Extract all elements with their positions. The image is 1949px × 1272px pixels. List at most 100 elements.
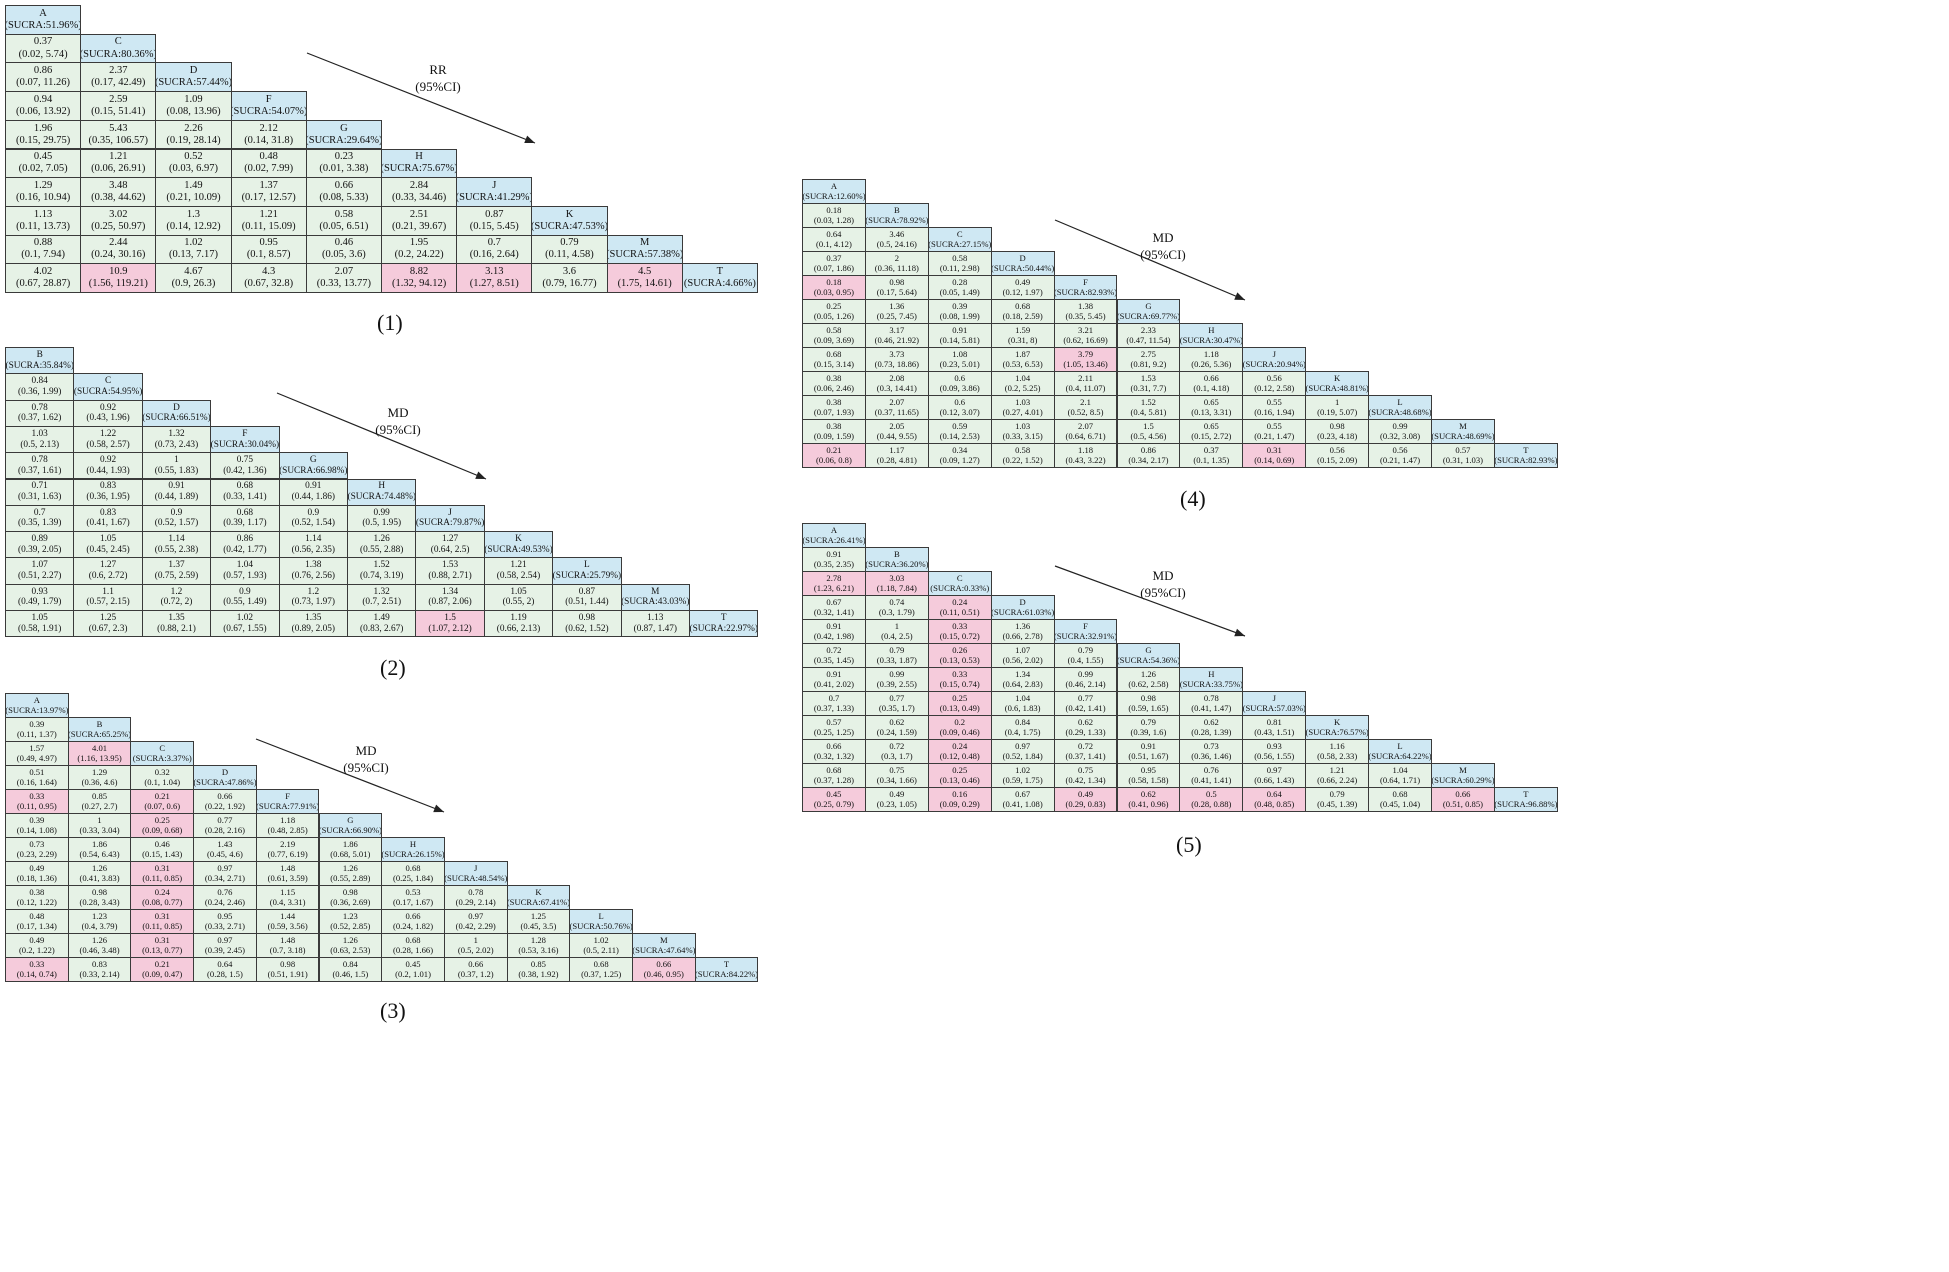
effect-estimate: 0.73 — [29, 838, 45, 849]
effect-estimate: 0.86 — [33, 65, 53, 77]
confidence-interval: (0.49, 4.97) — [16, 752, 57, 763]
confidence-interval: (0.16, 1.64) — [16, 776, 57, 787]
comparison-cell: 0.71 (0.31, 1.63) — [5, 478, 75, 506]
confidence-interval: (0.23, 1.05) — [876, 798, 917, 809]
effect-estimate: 0.55 — [1266, 420, 1282, 431]
effect-estimate: 3.03 — [889, 572, 905, 583]
comparison-cell: 0.68 (0.37, 1.25) — [569, 957, 633, 982]
confidence-interval: (0.18, 2.59) — [1002, 310, 1043, 321]
effect-estimate: 0.99 — [889, 668, 905, 679]
comparison-cell: 1.21 (0.66, 2.24) — [1305, 763, 1370, 788]
confidence-interval: (0.55, 1.83) — [154, 465, 199, 476]
confidence-interval: (0.39, 1.6) — [1130, 726, 1167, 737]
effect-estimate: 0.25 — [952, 764, 968, 775]
effect-estimate: 0.99 — [1078, 668, 1094, 679]
treatment-label: C — [956, 228, 963, 239]
significant-cell: 0.31 (0.14, 0.69) — [1242, 443, 1307, 468]
confidence-interval: (0.38, 44.62) — [91, 192, 146, 204]
treatment-label: M — [660, 934, 668, 945]
confidence-interval: (0.56, 2.02) — [1002, 654, 1043, 665]
comparison-cell: 1.53 (0.31, 7.7) — [1116, 371, 1181, 396]
effect-estimate: 0.91 — [826, 620, 842, 631]
confidence-interval: (0.79, 16.77) — [542, 278, 597, 290]
confidence-interval: (1.75, 14.61) — [617, 278, 672, 290]
sucra-value: (SUCRA:29.64%) — [305, 134, 382, 146]
confidence-interval: (0.66, 2.24) — [1317, 774, 1358, 785]
effect-estimate: 0.56 — [1266, 372, 1282, 383]
treatment-label: M — [640, 237, 650, 249]
effect-estimate: 0.83 — [99, 481, 117, 492]
effect-estimate: 10.9 — [109, 266, 128, 278]
effect-estimate: 0.66 — [217, 790, 233, 801]
confidence-interval: (0.28, 1.39) — [1191, 726, 1232, 737]
effect-estimate: 0.68 — [405, 862, 421, 873]
effect-estimate: 1.03 — [31, 428, 48, 439]
comparison-cell: 1.86 (0.54, 6.43) — [67, 837, 132, 862]
effect-estimate: 0.72 — [1078, 740, 1094, 751]
sucra-value: (SUCRA:69.77%) — [1116, 310, 1181, 321]
comparison-cell: 0.72 (0.35, 1.45) — [802, 643, 866, 668]
effect-estimate: 0.38 — [29, 886, 45, 897]
sucra-value: (SUCRA:3.37%) — [132, 752, 192, 763]
panel-caption: (5) — [1176, 832, 1202, 857]
confidence-interval: (0.15, 0.74) — [939, 678, 980, 689]
comparison-cell: 2.07 (0.37, 11.65) — [864, 395, 929, 420]
comparison-cell: 0.97 (0.52, 1.84) — [990, 739, 1055, 764]
effect-estimate: 1.02 — [1015, 764, 1031, 775]
effect-estimate: 0.65 — [1203, 396, 1219, 407]
effect-estimate: 0.68 — [236, 507, 254, 518]
comparison-cell: 3.48 (0.38, 44.62) — [80, 177, 157, 207]
comparison-cell: 0.49 (0.23, 1.05) — [864, 787, 929, 812]
confidence-interval: (0.31, 1.63) — [18, 492, 62, 503]
treatment-cell: K (SUCRA:47.53%) — [531, 205, 608, 236]
effect-estimate: 0.94 — [33, 93, 53, 105]
effect-estimate: 0.21 — [154, 790, 170, 801]
confidence-interval: (0.41, 1.47) — [1191, 702, 1232, 713]
effect-estimate: 0.26 — [952, 644, 968, 655]
comparison-cell: 1.26 (0.55, 2.89) — [318, 861, 383, 886]
significant-cell: 0.66 (0.51, 0.85) — [1431, 787, 1495, 812]
confidence-interval: (0.58, 2.33) — [1317, 750, 1358, 761]
confidence-interval: (0.14, 31.8) — [244, 134, 294, 146]
effect-estimate: 1.22 — [99, 428, 117, 439]
comparison-cell: 1.17 (0.28, 4.81) — [864, 443, 929, 468]
comparison-cell: 1.27 (0.64, 2.5) — [415, 531, 485, 559]
comparison-cell: 1.3 (0.14, 12.92) — [155, 205, 232, 236]
comparison-cell: 0.66 (0.08, 5.33) — [305, 177, 382, 207]
confidence-interval: (0.73, 18.86) — [874, 358, 920, 369]
effect-estimate: 1.18 — [280, 814, 296, 825]
effect-estimate: 1.28 — [530, 934, 546, 945]
comparison-cell: 0.28 (0.05, 1.49) — [927, 275, 992, 300]
sucra-value: (SUCRA:75.67%) — [381, 163, 458, 175]
treatment-label: A — [830, 524, 838, 535]
confidence-interval: (0.56, 1.55) — [1254, 750, 1295, 761]
comparison-cell: 0.68 (0.28, 1.66) — [381, 933, 445, 958]
comparison-cell: 0.38 (0.06, 2.46) — [802, 371, 866, 396]
effect-estimate: 0.58 — [1015, 444, 1031, 455]
confidence-interval: (0.59, 1.65) — [1128, 702, 1169, 713]
confidence-interval: (0.15, 5.45) — [469, 220, 519, 232]
comparison-cell: 2.11 (0.4, 11.07) — [1053, 371, 1118, 396]
confidence-interval: (0.16, 1.94) — [1254, 406, 1295, 417]
comparison-cell: 0.53 (0.17, 1.67) — [381, 885, 445, 910]
confidence-interval: (0.19, 28.14) — [166, 134, 221, 146]
confidence-interval: (0.41, 3.83) — [79, 872, 120, 883]
effect-estimate: 1.5 — [444, 612, 456, 623]
comparison-cell: 0.66 (0.37, 1.2) — [443, 957, 508, 982]
measure-name: MD — [1152, 568, 1174, 583]
confidence-interval: (0.4, 11.07) — [1065, 382, 1106, 393]
significant-cell: 0.33 (0.15, 0.72) — [927, 619, 992, 644]
sucra-value: (SUCRA:50.44%) — [991, 262, 1055, 273]
comparison-cell: 2.1 (0.52, 8.5) — [1053, 395, 1118, 420]
comparison-cell: 0.84 (0.4, 1.75) — [990, 715, 1055, 740]
confidence-interval: (0.11, 0.95) — [16, 800, 57, 811]
effect-estimate: 1.16 — [1329, 740, 1345, 751]
effect-estimate: 1.5 — [1143, 420, 1154, 431]
effect-estimate: 1.23 — [92, 910, 108, 921]
effect-estimate: 1.25 — [530, 910, 546, 921]
effect-estimate: 1.14 — [168, 534, 185, 545]
effect-estimate: 1.26 — [1140, 668, 1156, 679]
comparison-cell: 0.74 (0.3, 1.79) — [864, 595, 929, 620]
treatment-label: G — [340, 122, 348, 134]
effect-estimate: 1.35 — [168, 612, 185, 623]
